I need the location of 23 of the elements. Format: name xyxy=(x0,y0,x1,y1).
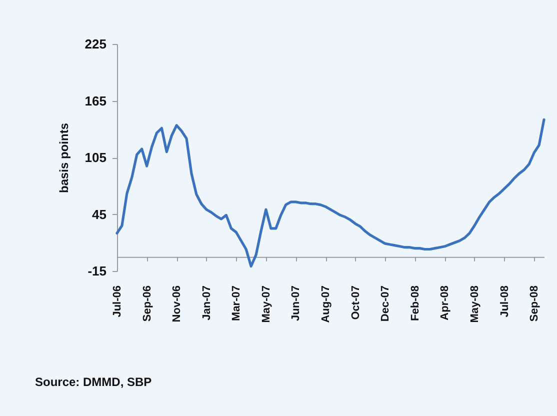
x-tick-label: Mar-07 xyxy=(230,286,243,321)
source-note: Source: DMMD, SBP xyxy=(35,375,152,389)
x-tick-label: Aug-07 xyxy=(320,286,332,323)
y-axis-title: basis points xyxy=(56,122,71,194)
x-tick-label: Apr-08 xyxy=(439,286,452,320)
x-tick-label: Sep-06 xyxy=(141,286,154,322)
x-tick-label: Jan-07 xyxy=(200,286,213,320)
x-tick-label: Feb-08 xyxy=(409,286,422,321)
x-tick-label: Jul-06 xyxy=(112,286,124,318)
y-tick-label: 225 xyxy=(84,36,106,52)
x-tick-label: Jul-08 xyxy=(498,286,511,318)
x-tick-label: Jun-07 xyxy=(290,286,302,321)
x-tick-label: Dec-07 xyxy=(380,286,392,322)
y-tick-label: -15 xyxy=(88,264,106,278)
line-series xyxy=(116,118,546,268)
y-tick-label: 105 xyxy=(84,150,106,165)
x-tick-label: Sep-08 xyxy=(528,286,541,322)
x-tick-label: Nov-06 xyxy=(171,286,184,322)
x-tick-label: May-08 xyxy=(468,286,481,323)
y-tick-label: 45 xyxy=(92,206,106,222)
y-tick-label: 165 xyxy=(84,93,106,108)
x-tick-label: Oct-07 xyxy=(350,286,362,320)
x-tick-label: May-07 xyxy=(260,286,272,323)
